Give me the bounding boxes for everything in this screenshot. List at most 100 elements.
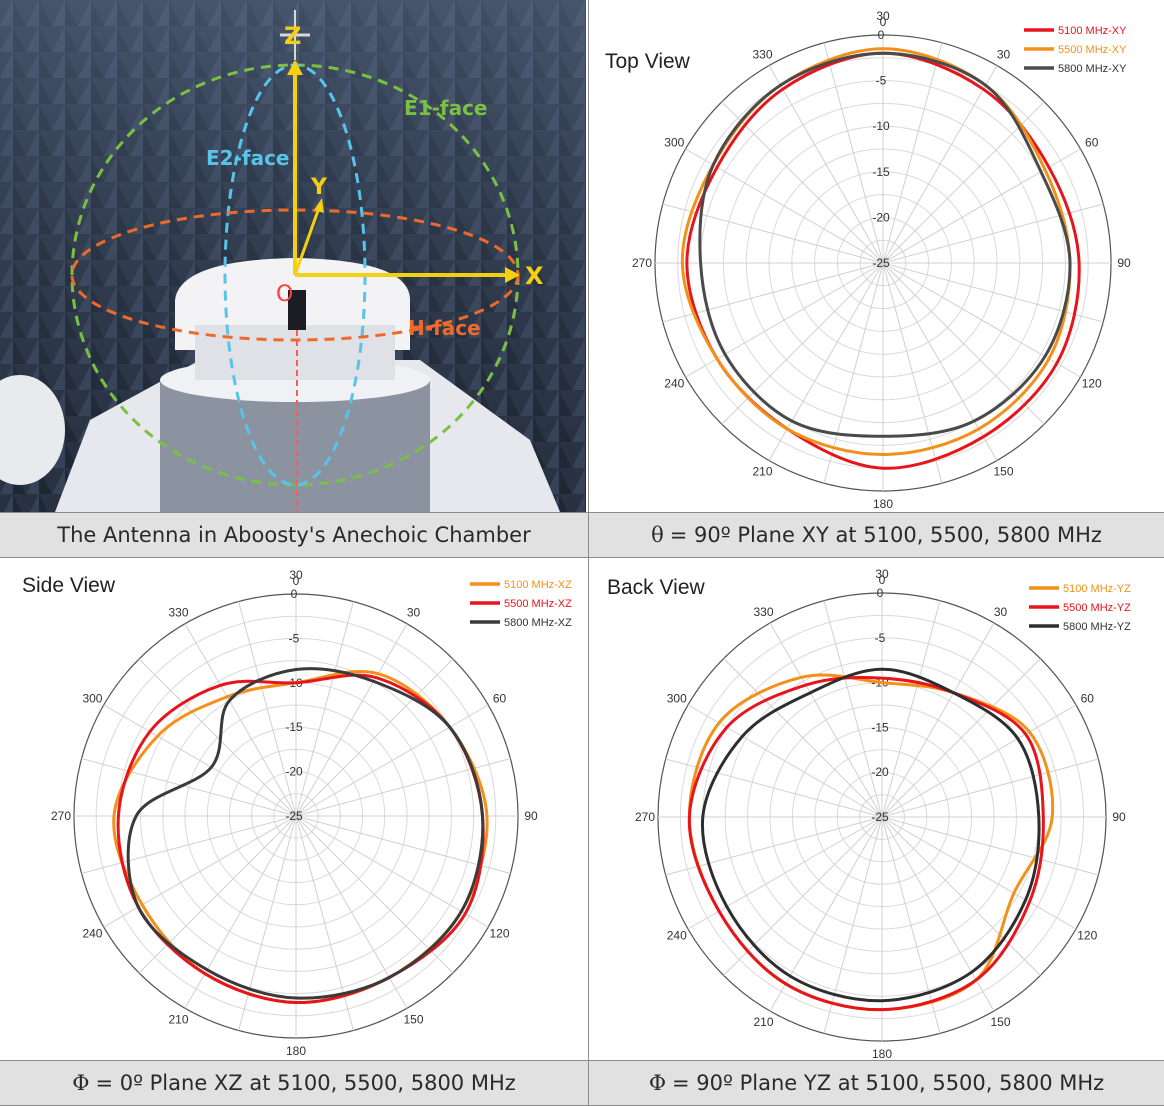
photo-caption: The Antenna in Aboosty's Anechoic Chambe…	[0, 512, 588, 558]
chamber-photo: Z Y X O E1-face E2-face H-face	[0, 0, 586, 512]
legend-label: 5500 MHz-XY	[1058, 44, 1127, 56]
origin-label: O	[276, 282, 294, 307]
angle-tick-label: 330	[753, 605, 773, 619]
angle-tick-label: 120	[490, 927, 510, 941]
grid-spoke	[138, 815, 297, 974]
angle-tick-label: 150	[990, 1015, 1010, 1029]
angle-tick-label: 270	[632, 256, 652, 270]
grid-spoke	[103, 704, 297, 817]
grid-spoke	[103, 815, 297, 928]
angle-tick-label: 30	[407, 605, 421, 619]
back-view-chart: 0 30 60 90 120 150 180 210 240 270 300 330 30 0 -5 -10-…	[589, 558, 1164, 1060]
angle-tick-label: 0	[880, 15, 887, 29]
radial-tick-label: -15	[872, 165, 890, 179]
angle-tick-label: 60	[493, 692, 507, 706]
legend-label: 5800 MHz-XY	[1058, 63, 1127, 75]
z-axis-label: Z	[284, 22, 302, 50]
phi-symbol: Φ	[72, 1071, 90, 1095]
grid-spoke	[881, 816, 1041, 976]
grid-spoke	[882, 42, 943, 264]
x-axis-label: X	[525, 262, 544, 290]
radial-tick-label: 0	[878, 28, 885, 42]
grid-spoke	[882, 262, 943, 484]
grid-spoke	[882, 148, 1081, 264]
grid-spoke	[295, 623, 408, 817]
angle-tick-label: 300	[667, 692, 687, 706]
grid-spoke	[881, 816, 941, 1034]
grid-spoke	[685, 262, 884, 378]
chart-title: Top View	[605, 50, 690, 73]
angle-tick-label: 330	[752, 47, 772, 61]
grid-spoke	[295, 815, 511, 874]
legend-label: 5500 MHz-YZ	[1063, 602, 1131, 614]
angle-tick-label: 0	[293, 574, 300, 588]
yz-caption-text: = 90º Plane YZ at 5100, 5500, 5800 MHz	[672, 1071, 1105, 1095]
legend-label: 5800 MHz-XZ	[504, 617, 572, 629]
radial-tick-label: -25	[872, 256, 890, 270]
e2-face-label: E2-face	[206, 146, 290, 170]
angle-tick-label: 60	[1081, 692, 1095, 706]
grid-spoke	[723, 816, 883, 976]
radial-tick-label: 0	[877, 586, 884, 600]
legend-label: 5800 MHz-YZ	[1063, 621, 1131, 633]
grid-spoke	[881, 816, 1099, 876]
grid-spoke	[295, 601, 354, 817]
angle-tick-label: 240	[82, 927, 102, 941]
angle-tick-label: 150	[403, 1013, 423, 1027]
side-view-chart: 0 30 60 90 120 150 180 210 240 270 300 330 30 0 -5 -10-…	[0, 558, 588, 1060]
grid-spoke	[723, 658, 883, 818]
radial-tick-label: -10	[872, 119, 890, 133]
grid-spoke	[685, 148, 884, 264]
angle-tick-label: 300	[82, 692, 102, 706]
grid-spoke	[81, 815, 297, 874]
angle-tick-label: 180	[286, 1044, 306, 1058]
photo-caption-text: The Antenna in Aboosty's Anechoic Chambe…	[57, 523, 531, 547]
theta-symbol: θ	[651, 523, 664, 547]
grid-spoke	[882, 101, 1045, 264]
angle-tick-label: 270	[51, 809, 71, 823]
series-line-5800-MHz-XZ	[126, 667, 485, 1000]
series-line-5100-MHz-XY	[685, 51, 1081, 470]
grid-spoke	[882, 262, 1045, 425]
grid-spoke	[662, 262, 884, 323]
grid-spoke	[823, 262, 884, 484]
grid-spoke	[81, 758, 297, 817]
radial-tick-label: -25	[871, 810, 889, 824]
angle-tick-label: 330	[168, 605, 188, 619]
grid-spoke	[823, 42, 884, 264]
angle-tick-label: 210	[752, 465, 772, 479]
legend-label: 5500 MHz-XZ	[504, 598, 572, 610]
radial-tick-label: -5	[875, 631, 886, 645]
angle-tick-label: 270	[635, 810, 655, 824]
grid-spoke	[721, 101, 884, 264]
legend-label: 5100 MHz-XZ	[504, 579, 572, 591]
angle-tick-label: 60	[1085, 136, 1099, 150]
angle-tick-label: 300	[664, 136, 684, 150]
radial-tick-label: -25	[285, 809, 303, 823]
angle-tick-label: 150	[993, 465, 1013, 479]
xz-caption: Φ = 0º Plane XZ at 5100, 5500, 5800 MHz	[0, 1060, 588, 1106]
grid-spoke	[184, 623, 297, 817]
grid-spoke	[687, 704, 883, 818]
grid-spoke	[823, 600, 883, 818]
angle-tick-label: 180	[872, 1047, 892, 1060]
angle-tick-label: 90	[1117, 256, 1131, 270]
grid-spoke	[881, 622, 995, 818]
series-line-5800-MHz-YZ	[700, 667, 1041, 1003]
legend-label: 5100 MHz-XY	[1058, 25, 1127, 37]
top-angle-label: 30	[875, 567, 889, 581]
grid-spoke	[295, 658, 454, 817]
grid-spoke	[881, 758, 1099, 818]
chart-title: Back View	[607, 576, 705, 599]
grid-spoke	[769, 622, 883, 818]
grid-spoke	[823, 816, 883, 1034]
polar-plot: 0306090120150180210240270300330300-5-10-…	[51, 568, 572, 1058]
grid-spoke	[768, 65, 884, 264]
angle-tick-label: 120	[1082, 377, 1102, 391]
radial-tick-label: -5	[289, 631, 300, 645]
grid-spoke	[881, 704, 1077, 818]
grid-spoke	[768, 262, 884, 461]
angle-tick-label: 180	[873, 497, 893, 511]
angle-tick-label: 30	[994, 605, 1008, 619]
grid-spoke	[882, 65, 998, 264]
